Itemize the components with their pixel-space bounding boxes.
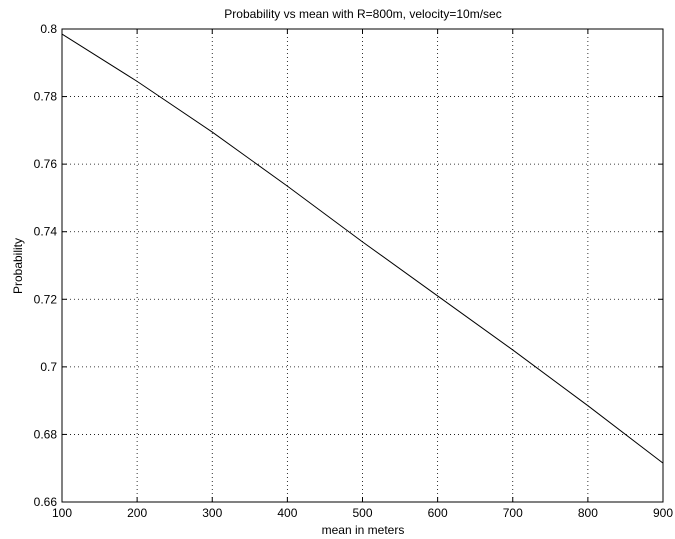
series-layer	[61, 33, 664, 464]
y-tick-label: 0.78	[34, 90, 58, 104]
x-axis-label: mean in meters	[322, 523, 405, 537]
series-line	[61, 33, 664, 464]
ticks: 100 200 300 400 500 600 700 800 900 0.66 0.68 0.7 0.…	[34, 22, 674, 520]
y-tick-label: 0.7	[40, 360, 57, 374]
x-tick-label: 100	[52, 506, 72, 520]
grid	[62, 29, 663, 502]
x-tick-label: 300	[202, 506, 222, 520]
x-tick-label: 400	[277, 506, 297, 520]
x-tick-label: 600	[428, 506, 448, 520]
y-axis-label: Probability	[11, 238, 25, 294]
y-tick-label: 0.66	[34, 495, 58, 509]
chart-title: Probability vs mean with R=800m, velocit…	[224, 7, 501, 21]
x-tick-label: 700	[503, 506, 523, 520]
x-tick-label: 900	[653, 506, 673, 520]
x-tick-label: 500	[352, 506, 372, 520]
x-tick-label: 200	[127, 506, 147, 520]
y-tick-label: 0.8	[40, 22, 57, 36]
x-tick-label: 800	[578, 506, 598, 520]
y-tick-label: 0.76	[34, 157, 58, 171]
y-tick-label: 0.74	[34, 225, 58, 239]
y-tick-label: 0.68	[34, 427, 58, 441]
y-tick-label: 0.72	[34, 292, 58, 306]
